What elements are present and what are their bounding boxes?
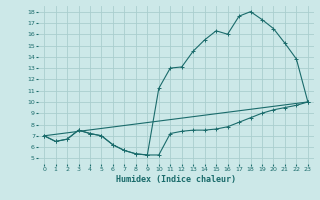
X-axis label: Humidex (Indice chaleur): Humidex (Indice chaleur) [116,175,236,184]
